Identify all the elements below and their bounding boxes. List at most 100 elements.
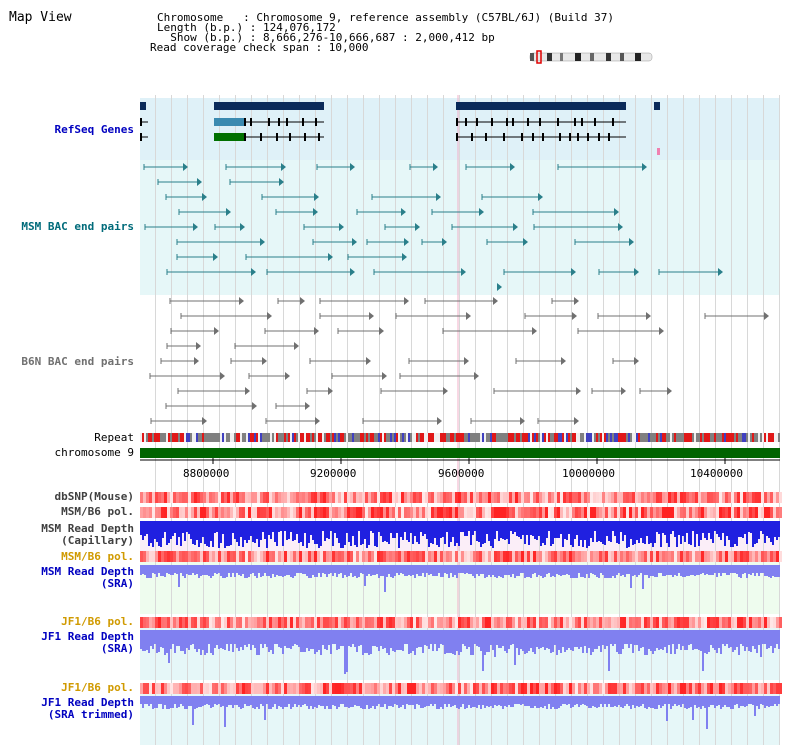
read-depth-bar	[244, 565, 246, 578]
polymorphism-cell	[473, 492, 476, 503]
polymorphism-cell	[551, 507, 554, 518]
read-depth-bar	[140, 696, 142, 704]
read-depth-bar	[314, 696, 316, 707]
track-label-b6n-bac[interactable]: B6N BAC end pairs	[21, 355, 134, 368]
track-label-jf1-depth-trim-1[interactable]: JF1 Read Depth	[41, 696, 134, 709]
track-label-msm-pol-2[interactable]: MSM/B6 pol.	[61, 550, 134, 563]
polymorphism-cell	[677, 507, 680, 518]
polymorphism-cell	[239, 551, 242, 562]
track-label-refseq[interactable]: RefSeq Genes	[54, 123, 134, 136]
read-depth-bar	[672, 696, 674, 706]
gene-exon	[557, 118, 559, 126]
read-depth-bar	[168, 521, 170, 543]
read-depth-bar	[658, 630, 660, 650]
grid-line	[427, 95, 428, 745]
track-label-jf1-pol-2[interactable]: JF1/B6 pol.	[61, 681, 134, 694]
repeat-segment	[560, 433, 562, 442]
read-depth-bar	[632, 630, 634, 653]
read-depth-bar	[238, 521, 240, 546]
read-depth-bar	[440, 521, 442, 538]
read-depth-bar	[778, 521, 780, 537]
repeat-segment	[674, 433, 676, 442]
polymorphism-cell	[200, 551, 203, 562]
read-depth-bar	[476, 521, 478, 541]
repeat-segment	[506, 433, 508, 442]
read-depth-bar	[376, 521, 378, 547]
read-depth-bar	[206, 630, 208, 653]
read-depth-bar	[310, 565, 312, 578]
read-depth-bar	[622, 521, 624, 541]
repeat-segment	[400, 433, 402, 442]
polymorphism-cell	[671, 683, 674, 694]
read-depth-bar	[732, 696, 734, 709]
read-depth-bar	[188, 565, 190, 575]
track-label-msm-bac[interactable]: MSM BAC end pairs	[21, 220, 134, 233]
read-depth-bar	[578, 696, 580, 707]
read-depth-bar	[726, 630, 728, 644]
track-label-msm-pol-1[interactable]: MSM/B6 pol.	[61, 505, 134, 518]
read-depth-bar	[758, 565, 760, 576]
track-label-chromosome[interactable]: chromosome 9	[54, 446, 134, 459]
read-depth-bar	[510, 630, 512, 645]
repeat-segment	[170, 433, 172, 442]
repeat-segment	[156, 433, 158, 442]
repeat-segment	[754, 433, 756, 442]
read-depth-bar	[156, 565, 158, 577]
msm-bac-pair-arrow	[339, 223, 344, 231]
read-depth-bar	[236, 630, 238, 648]
polymorphism-cell	[587, 683, 590, 694]
polymorphism-cell	[524, 551, 527, 562]
polymorphism-cell	[401, 617, 404, 628]
read-depth-bar	[196, 565, 198, 574]
msm-bac-pair-arrow	[401, 208, 406, 216]
polymorphism-cell	[470, 492, 473, 503]
polymorphism-cell	[215, 551, 218, 562]
polymorphism-cell	[563, 551, 566, 562]
track-label-jf1-depth-sra-1[interactable]: JF1 Read Depth	[41, 630, 134, 643]
polymorphism-cell	[686, 492, 689, 503]
polymorphism-cell	[284, 492, 287, 503]
polymorphism-cell	[212, 551, 215, 562]
read-depth-bar	[520, 696, 522, 705]
polymorphism-cell	[356, 683, 359, 694]
repeat-segment	[534, 433, 536, 442]
track-label-dbsnp[interactable]: dbSNP(Mouse)	[54, 490, 134, 503]
read-depth-bar	[410, 521, 412, 533]
read-depth-bar	[736, 630, 738, 647]
read-depth-bar	[606, 696, 608, 707]
read-depth-bar	[190, 630, 192, 645]
track-label-repeat[interactable]: Repeat	[94, 431, 134, 444]
polymorphism-cell	[671, 551, 674, 562]
read-depth-bar	[500, 565, 502, 577]
polymorphism-cell	[677, 683, 680, 694]
read-depth-bar	[276, 630, 278, 644]
read-depth-bar	[602, 565, 604, 575]
polymorphism-cell	[164, 492, 167, 503]
track-label-msm-depth-cap-1[interactable]: MSM Read Depth	[41, 522, 134, 535]
track-label-jf1-pol-1[interactable]: JF1/B6 pol.	[61, 615, 134, 628]
track-label-msm-depth-sra-1[interactable]: MSM Read Depth	[41, 565, 134, 578]
read-depth-bar	[180, 565, 182, 573]
polymorphism-cell	[743, 492, 746, 503]
repeat-segment	[266, 433, 268, 442]
polymorphism-cell	[584, 507, 587, 518]
read-depth-bar	[660, 521, 662, 547]
polymorphism-cell	[185, 551, 188, 562]
repeat-segment	[324, 433, 326, 442]
read-depth-bar	[192, 565, 194, 573]
gene-exon	[581, 118, 583, 126]
polymorphism-cell	[650, 492, 653, 503]
polymorphism-cell	[632, 507, 635, 518]
read-depth-bar	[750, 696, 752, 704]
read-depth-bar	[278, 696, 280, 706]
read-depth-bar	[530, 565, 532, 578]
polymorphism-cell	[506, 683, 509, 694]
repeat-segment	[370, 433, 372, 442]
repeat-segment	[272, 433, 274, 442]
read-depth-bar	[546, 630, 548, 648]
repeat-segment	[148, 433, 150, 442]
polymorphism-cell	[734, 507, 737, 518]
grid-line	[251, 95, 252, 745]
polymorphism-cell	[587, 492, 590, 503]
